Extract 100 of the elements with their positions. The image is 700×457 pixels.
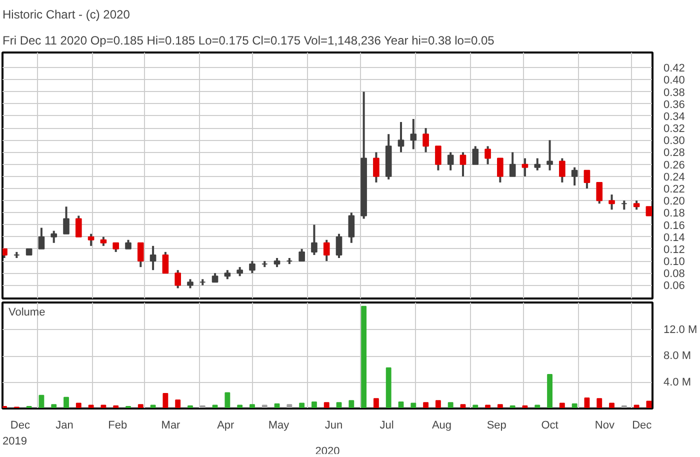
bar bbox=[250, 404, 255, 408]
bar bbox=[584, 398, 590, 408]
x-tick-label: Jan bbox=[56, 420, 74, 432]
bar bbox=[386, 367, 392, 408]
bar bbox=[472, 404, 478, 408]
candlestick bbox=[484, 145, 491, 166]
bar bbox=[435, 400, 441, 408]
x-tick-label: Sep bbox=[486, 420, 506, 432]
y-tick-label: 4.0 M bbox=[664, 376, 692, 388]
candlestick bbox=[497, 157, 504, 184]
bar bbox=[559, 402, 565, 408]
chart-title: Historic Chart - (c) 2020 bbox=[2, 8, 130, 22]
bar bbox=[88, 404, 94, 408]
candlestick bbox=[534, 157, 541, 172]
y-tick-label: 0.42 bbox=[664, 62, 685, 75]
y-tick-label: 0.10 bbox=[664, 256, 685, 268]
bar bbox=[634, 404, 640, 408]
candlestick bbox=[125, 238, 132, 250]
y-tick-label: 0.16 bbox=[664, 220, 685, 232]
candlestick bbox=[546, 139, 553, 172]
y-tick-label: 0.36 bbox=[664, 98, 685, 111]
bar bbox=[609, 402, 614, 408]
y-tick-label: 0.34 bbox=[664, 110, 685, 123]
candlestick bbox=[348, 212, 355, 244]
candlestick bbox=[236, 266, 243, 278]
bar bbox=[175, 399, 181, 408]
candlestick bbox=[410, 118, 417, 150]
bar bbox=[572, 403, 578, 408]
bar bbox=[51, 404, 57, 408]
candlestick bbox=[63, 206, 70, 235]
x-tick-label: Jun bbox=[324, 420, 343, 432]
y-tick-label: 0.40 bbox=[664, 74, 685, 87]
bar bbox=[162, 392, 168, 408]
candlestick bbox=[646, 206, 652, 216]
bar bbox=[373, 398, 379, 408]
candlestick bbox=[509, 151, 516, 178]
bar bbox=[423, 402, 429, 408]
candlestick bbox=[336, 232, 342, 260]
x-tick-label: Apr bbox=[217, 420, 235, 432]
bar bbox=[448, 402, 454, 408]
text: 2019 bbox=[2, 436, 27, 448]
bar bbox=[485, 404, 490, 408]
chart-subtitle: Fri Dec 11 2020 Op=0.185 Hi=0.185 Lo=0.175 Cl=0.175 Vol=1,148,236 Year hi=0.38 lo=0.05 bbox=[2, 34, 495, 48]
y-tick-label: 0.18 bbox=[664, 208, 685, 220]
candlestick bbox=[50, 230, 58, 244]
candlestick bbox=[323, 238, 330, 262]
candlestick bbox=[422, 127, 429, 154]
candlestick bbox=[373, 151, 380, 184]
x-tick-label: Jul bbox=[380, 420, 394, 432]
candlestick bbox=[76, 214, 82, 238]
candlestick bbox=[522, 157, 528, 178]
bar bbox=[150, 404, 156, 408]
candlestick bbox=[311, 224, 318, 256]
bar bbox=[547, 374, 552, 408]
candlestick bbox=[398, 121, 404, 154]
candlestick bbox=[274, 257, 280, 268]
x-tick-label: Oct bbox=[541, 420, 558, 432]
y-tick-label: 0.26 bbox=[664, 159, 685, 172]
candlestick bbox=[162, 250, 169, 274]
y-tick-label: 0.38 bbox=[664, 86, 685, 99]
candlestick bbox=[447, 151, 454, 172]
x-tick-label: Mar bbox=[161, 420, 181, 432]
x-tick-label: Dec bbox=[10, 420, 30, 432]
candlestick bbox=[112, 242, 120, 253]
bar bbox=[324, 402, 330, 408]
candlestick bbox=[608, 194, 615, 211]
candlestick bbox=[100, 236, 107, 247]
candlestick bbox=[150, 244, 156, 272]
x-tick-label: Aug bbox=[432, 420, 452, 432]
y-tick-label: 0.06 bbox=[664, 280, 685, 292]
bar bbox=[76, 402, 82, 408]
candlestick bbox=[88, 232, 94, 247]
x-tick-label: Nov bbox=[594, 420, 615, 432]
candlestick bbox=[224, 269, 231, 280]
bar bbox=[224, 392, 230, 408]
bar bbox=[497, 404, 503, 408]
chart-title: Volume bbox=[8, 306, 46, 318]
x-tick-label: Dec bbox=[632, 420, 652, 432]
candlestick bbox=[249, 260, 256, 274]
bar bbox=[348, 400, 354, 408]
y-tick-label: 0.12 bbox=[664, 244, 685, 256]
candlestick bbox=[596, 181, 603, 205]
candlestick bbox=[571, 166, 578, 186]
candlestick bbox=[621, 200, 628, 211]
candlestick bbox=[584, 169, 590, 190]
y-tick-label: 0.14 bbox=[664, 232, 685, 244]
candlestick bbox=[137, 242, 144, 268]
bar bbox=[596, 398, 602, 408]
bar bbox=[410, 402, 416, 408]
bar bbox=[361, 306, 367, 408]
y-tick-label: 0.28 bbox=[664, 147, 685, 160]
candlestick bbox=[460, 151, 466, 178]
bar bbox=[299, 402, 305, 408]
candlestick bbox=[174, 269, 181, 290]
y-tick-label: 0.22 bbox=[664, 183, 685, 196]
candlestick bbox=[633, 200, 640, 211]
bar bbox=[534, 404, 540, 408]
x-tick-label: Feb bbox=[108, 420, 128, 432]
candlestick bbox=[187, 278, 194, 290]
x-tick-label: May bbox=[268, 420, 290, 432]
